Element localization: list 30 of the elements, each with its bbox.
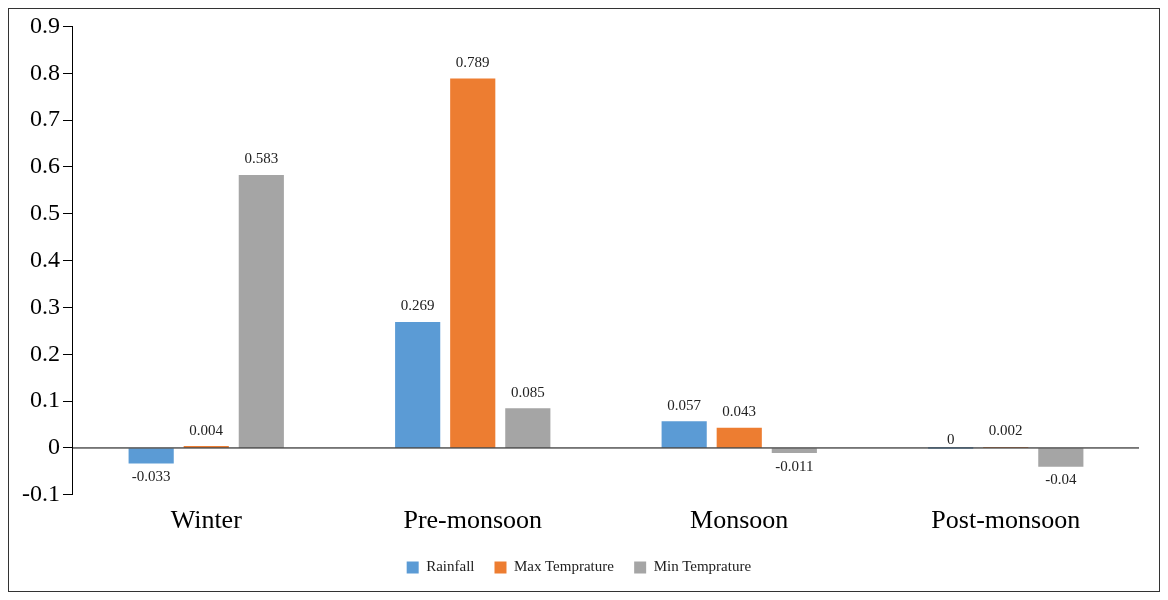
legend-label: Min Temprature: [653, 558, 752, 575]
x-tick-label: Winter: [170, 505, 243, 535]
y-tick-label: 0.8: [29, 58, 60, 85]
legend-label: Rainfall: [426, 558, 475, 575]
data-label: 0.002: [988, 422, 1023, 439]
y-tick-label: 0.2: [29, 339, 60, 366]
x-tick-label: Monsoon: [690, 505, 789, 535]
data-label: -0.04: [1045, 471, 1077, 488]
data-label: 0.057: [667, 396, 702, 413]
y-tick-label: 0.1: [29, 386, 60, 413]
data-label: 0.583: [244, 150, 279, 167]
y-tick-label: 0.9: [29, 11, 60, 38]
data-label: -0.033: [131, 467, 171, 484]
y-tick-label: 0.5: [29, 199, 60, 226]
data-label: 0.269: [400, 297, 435, 314]
y-tick-label: 0.6: [29, 152, 60, 179]
data-label: 0.085: [510, 383, 545, 400]
x-tick-label: Post-monsoon: [931, 505, 1081, 535]
data-label: 0.043: [722, 403, 757, 420]
y-tick-label: -0.1: [21, 480, 60, 507]
data-label: 0.004: [189, 421, 224, 438]
data-label: 0: [946, 430, 955, 447]
x-tick-label: Pre-monsoon: [403, 505, 543, 535]
y-tick-label: 0: [47, 433, 60, 460]
y-tick-label: 0.3: [29, 292, 60, 319]
y-tick-label: 0.7: [29, 105, 60, 132]
data-label: 0.789: [455, 53, 490, 70]
y-tick-label: 0.4: [29, 245, 60, 272]
data-label: -0.011: [775, 457, 814, 474]
legend-label: Max Temprature: [514, 558, 615, 575]
